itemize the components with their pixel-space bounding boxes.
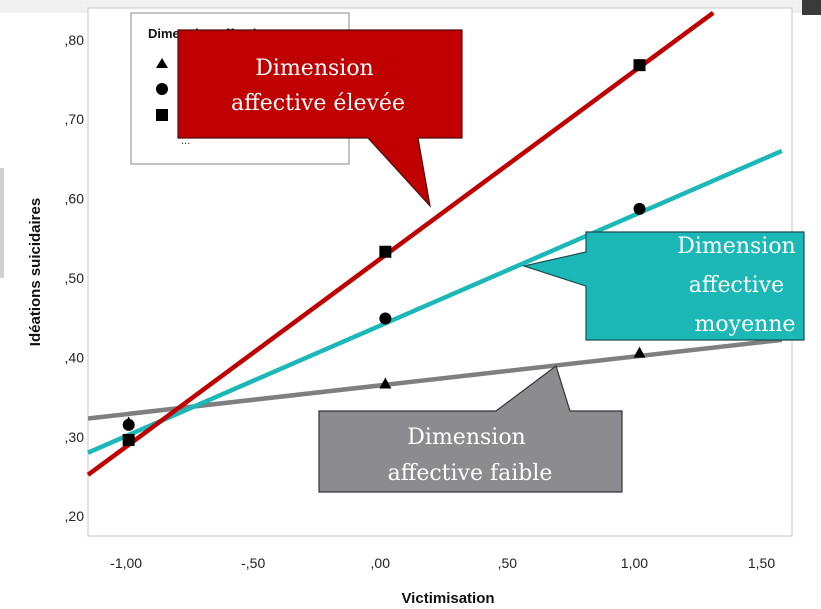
legend-square-marker (156, 109, 168, 121)
fit-line-circle (87, 148, 783, 455)
x-tick-labels: -1,00 -,50 ,00 ,50 1,00 1,50 (110, 555, 775, 571)
fit-line-triangle (87, 337, 783, 421)
svg-text:Dimension affective élev: Dimension affective élevée (231, 56, 405, 116)
y-tick-labels: ,20 ,30 ,40 ,50 ,60 ,70 ,80 (65, 32, 85, 524)
data-point-square (633, 59, 646, 72)
callout-grey-line-1: Dimension (407, 425, 525, 450)
callout-teal-line-3: moyenne (695, 312, 796, 337)
y-tick-label: ,20 (65, 508, 85, 524)
data-point-square (122, 433, 135, 446)
x-tick-label: -,50 (241, 555, 265, 571)
x-axis-title: Victimisation (401, 590, 494, 607)
data-point-triangle (633, 346, 646, 358)
callout-dimension-affective-moyenne: Dimension affective moyenne (521, 231, 805, 341)
y-axis-title: Idéations suicidaires (27, 198, 44, 346)
left-edge-mark (0, 168, 4, 278)
y-tick-label: ,80 (65, 32, 85, 48)
y-tick-label: ,40 (65, 349, 85, 365)
callout-red-line-2: affective élevée (231, 91, 405, 116)
data-point-circle (379, 312, 392, 325)
legend-circle-marker (156, 83, 168, 95)
y-tick-label: ,50 (65, 270, 85, 286)
callout-dimension-affective-faible: Dimension affective faible (318, 365, 623, 493)
x-tick-label: ,00 (371, 555, 391, 571)
callout-teal-line-2: affective (689, 273, 784, 298)
callout-dimension-affective-elevee: Dimension affective élevée (177, 29, 463, 208)
y-tick-label: ,60 (65, 191, 85, 207)
legend-triangle-marker (156, 58, 168, 68)
svg-text:Dimension affective: Dimension affective moyenne (677, 234, 802, 337)
data-point-circle (122, 418, 135, 431)
callout-red-line-1: Dimension (255, 56, 373, 81)
fit-line-square (86, 10, 715, 477)
callout-teal-line-1: Dimension (677, 234, 795, 259)
x-tick-label: 1,00 (621, 555, 648, 571)
callout-grey-line-2: affective faible (388, 461, 553, 486)
x-tick-label: -1,00 (110, 555, 142, 571)
y-tick-label: ,70 (65, 111, 85, 127)
right-dark-tab (802, 0, 821, 15)
data-points (122, 59, 646, 446)
svg-text:Dimension affective faib: Dimension affective faible (388, 425, 553, 486)
data-point-square (379, 245, 392, 258)
fit-lines (86, 10, 783, 477)
legend-ellipsis: ... (181, 135, 190, 147)
y-tick-label: ,30 (65, 429, 85, 445)
x-tick-label: 1,50 (748, 555, 775, 571)
x-tick-label: ,50 (498, 555, 518, 571)
data-point-circle (633, 202, 646, 215)
data-point-triangle (379, 377, 392, 389)
